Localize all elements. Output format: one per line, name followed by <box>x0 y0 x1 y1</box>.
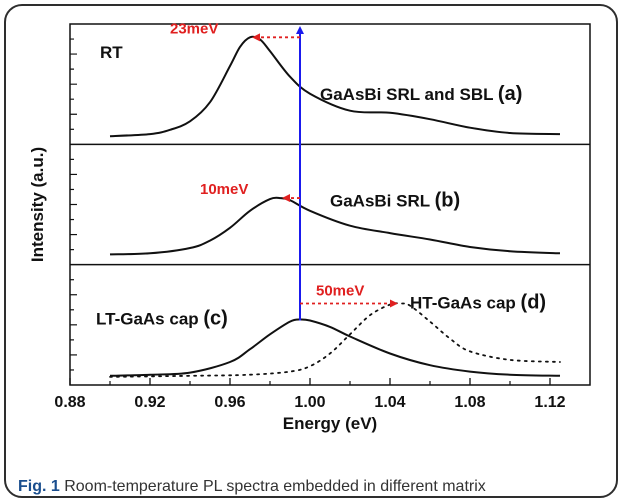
ht-gaas-spectrum <box>109 302 561 378</box>
x-tick-label: 1.08 <box>454 394 485 411</box>
x-axis-label: Energy (eV) <box>283 414 377 433</box>
x-tick-label: 1.00 <box>294 394 325 411</box>
panel-c-label: LT-GaAs cap (c) <box>96 308 228 330</box>
temperature-label: RT <box>100 43 123 62</box>
spectrum-curve-1 <box>109 35 561 138</box>
y-axis-label: Intensity (a.u.) <box>28 147 47 262</box>
x-tick-label: 1.12 <box>534 394 565 411</box>
x-tick-label: 0.88 <box>54 394 85 411</box>
figure-frame: 0.88 0.92 0.96 1.00 1.04 1.08 1.12 Energy (eV) I… <box>4 4 618 498</box>
x-tick-label: 0.96 <box>214 394 245 411</box>
x-tick-label: 1.04 <box>374 394 405 411</box>
spectrum-curve-3 <box>109 318 561 377</box>
figure-caption: Fig. 1 Room-temperature PL spectra embed… <box>18 478 486 496</box>
peak-shift-label: 50meV <box>316 283 364 300</box>
peak-shift-label: 10meV <box>200 181 248 198</box>
panel-c-letter: (c) <box>203 308 227 330</box>
caption-text: Room-temperature PL spectra embedded in … <box>59 478 486 495</box>
caption-prefix: Fig. 1 <box>18 478 60 495</box>
x-tick-label: 0.92 <box>134 394 165 411</box>
panel-d-letter: (d) <box>521 292 547 314</box>
panel-d-label: HT-GaAs cap (d) <box>410 292 546 314</box>
peak-shift-label: 23meV <box>170 20 218 37</box>
panel-a-letter: (a) <box>498 83 522 105</box>
panel-b-letter: (b) <box>435 189 461 211</box>
pl-spectra-chart: 0.88 0.92 0.96 1.00 1.04 1.08 1.12 Energy (eV) I… <box>28 20 591 433</box>
panel-a-label: GaAsBi SRL and SBL (a) <box>320 83 522 105</box>
panel-b-label: GaAsBi SRL (b) <box>330 189 460 211</box>
